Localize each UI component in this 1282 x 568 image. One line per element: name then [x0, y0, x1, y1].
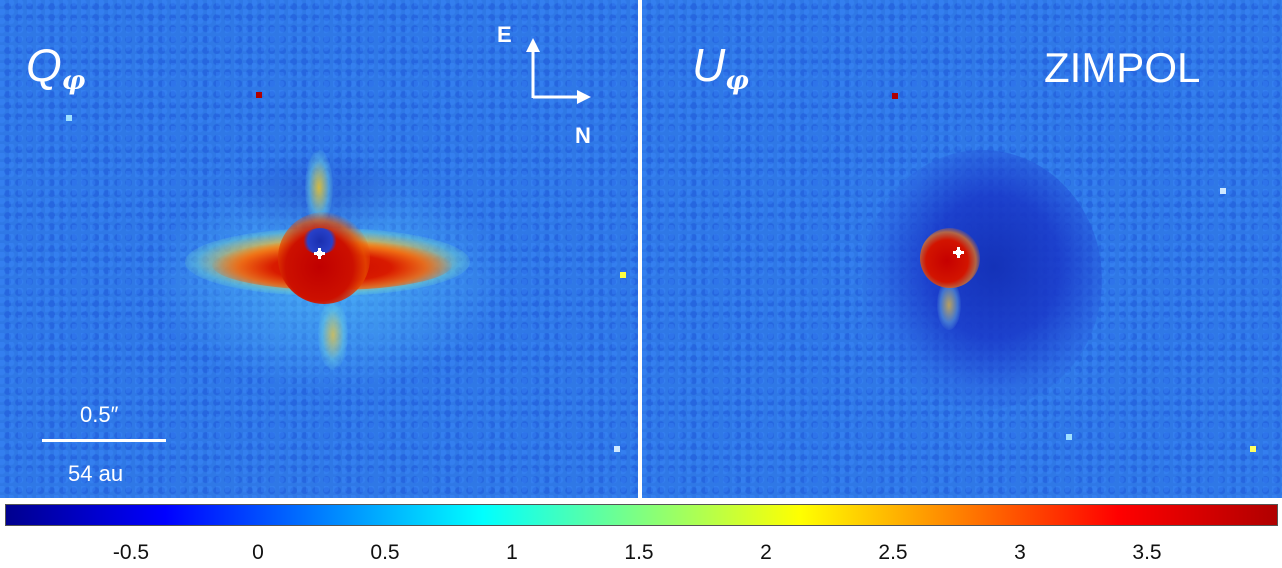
hot-pixel	[1250, 446, 1256, 452]
scalebar-physical-label: 54 au	[68, 461, 124, 486]
scalebar-angular-label: 0.5″	[80, 402, 119, 427]
star-position-cross-icon	[314, 248, 325, 259]
panel-label-q: Qφ	[26, 42, 85, 94]
compass-north-label: N	[575, 123, 591, 148]
scalebar	[42, 439, 166, 442]
panel-label-u: Uφ	[692, 42, 749, 94]
instrument-label: ZIMPOL	[1044, 44, 1201, 91]
panel-label-letter: U	[692, 39, 726, 91]
hot-pixel	[614, 446, 620, 452]
dark-cross-pattern	[862, 150, 1102, 410]
compass-arrows-icon	[526, 38, 591, 104]
colorbar-tick-label: -0.5	[112, 541, 150, 564]
colorbar-tick-label: 2	[760, 541, 772, 564]
colorbar-tick-label: 3.5	[1132, 541, 1162, 564]
panel-label-letter: Q	[26, 39, 62, 91]
hot-pixel	[620, 272, 626, 278]
panel-divider	[638, 0, 642, 498]
star-position-cross-icon	[953, 247, 964, 258]
central-bright-region	[920, 228, 980, 288]
colorbar-tick-label: 3	[1014, 541, 1026, 564]
hot-pixel	[1066, 434, 1072, 440]
hot-pixel	[256, 92, 262, 98]
residual-feature	[937, 280, 961, 330]
colorbar-divider	[0, 498, 1282, 502]
compass: E N	[497, 20, 607, 150]
polar-feature-bottom	[318, 300, 348, 370]
hot-pixel	[66, 115, 72, 121]
hot-pixel	[1220, 188, 1226, 194]
compass-east-label: E	[497, 22, 512, 47]
panel-label-subscript: φ	[61, 66, 86, 96]
u-phi-image-panel	[642, 0, 1282, 498]
colorbar-tick-label: 0.5	[370, 541, 400, 564]
colorbar-tick-label: 0	[252, 541, 264, 564]
colorbar-tick-label: 1	[506, 541, 518, 564]
colorbar-tick-label: 1.5	[624, 541, 654, 564]
central-bright-region	[278, 212, 370, 304]
colorbar	[5, 504, 1278, 526]
panel-label-subscript: φ	[725, 66, 749, 96]
colorbar-tick-label: 2.5	[878, 541, 908, 564]
hot-pixel	[892, 93, 898, 99]
